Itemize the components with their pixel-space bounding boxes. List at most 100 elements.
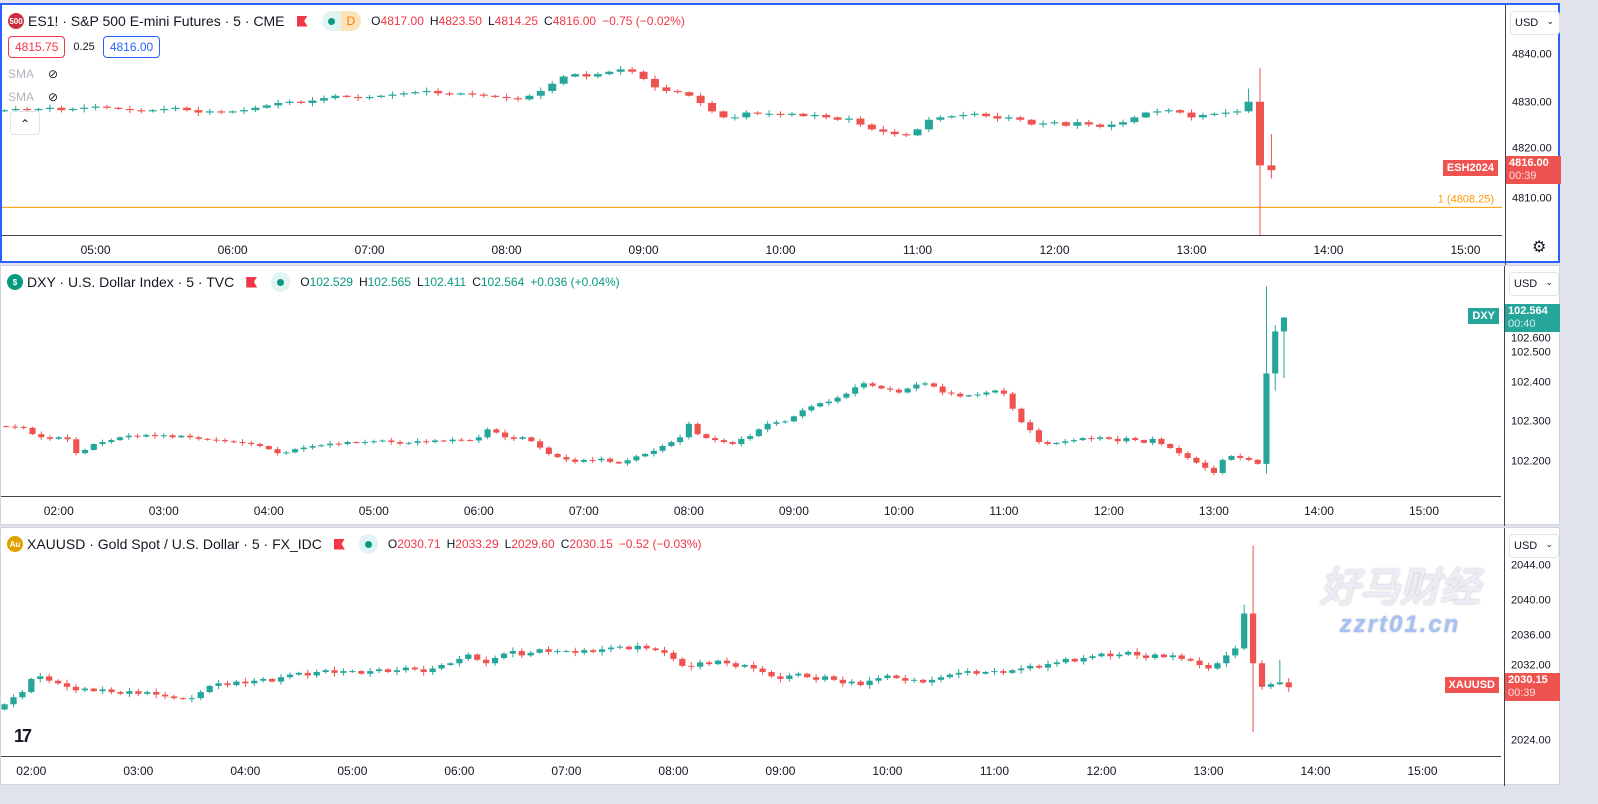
- candle-body: [1000, 390, 1007, 394]
- candle: [285, 99, 294, 106]
- candle-body: [1272, 331, 1279, 374]
- symbol-title[interactable]: DXY · U.S. Dollar Index · 5 · TVC: [27, 274, 235, 290]
- currency-select[interactable]: USD ⌄: [1510, 11, 1560, 35]
- dxy-price-axis[interactable]: USD ⌄ 102.600 102.500 102.400 102.300 102.200 1…: [1504, 266, 1561, 526]
- candle-body: [411, 92, 420, 94]
- candle: [326, 440, 334, 449]
- dxy-candles-plot[interactable]: [1, 266, 1501, 494]
- time-tick-label: 14:00: [1300, 764, 1331, 778]
- dxy-time-axis[interactable]: 02:00 03:00 04:00 05:00 06:00 07:00 08:00 09:00…: [1, 496, 1501, 524]
- tradingview-logo: 17: [14, 726, 32, 746]
- time-tick-label: 10:00: [883, 504, 914, 518]
- candle-body: [125, 108, 134, 111]
- candle: [467, 439, 474, 442]
- candle: [1000, 387, 1007, 397]
- candle: [1255, 68, 1264, 168]
- price-tick-label: 2040.00: [1511, 594, 1551, 607]
- candle: [911, 677, 918, 683]
- ohlc-h: 4823.50: [438, 14, 482, 28]
- candle-body: [1098, 653, 1105, 657]
- candle: [1039, 120, 1048, 128]
- candle-body: [845, 118, 854, 120]
- candle: [559, 74, 568, 86]
- eye-hidden-icon[interactable]: ⊘: [48, 90, 59, 104]
- currency-select[interactable]: USD ⌄: [1509, 272, 1559, 296]
- candle-body: [10, 697, 17, 705]
- indicator-sma[interactable]: SMA ⊘: [8, 90, 58, 104]
- candle: [34, 107, 43, 112]
- candle: [1062, 438, 1069, 446]
- candle: [1035, 428, 1042, 445]
- candle: [468, 90, 477, 98]
- candle: [993, 112, 1002, 123]
- candle-body: [913, 384, 920, 389]
- xauusd-price-axis[interactable]: USD ⌄ 2044.00 2040.00 2036.00 2032.00 2024.00 2…: [1504, 528, 1561, 786]
- candle: [1044, 440, 1051, 446]
- candle-body: [1018, 408, 1025, 423]
- candle: [228, 110, 237, 114]
- candle: [1142, 652, 1150, 661]
- candle: [528, 436, 535, 442]
- market-status[interactable]: [271, 272, 291, 292]
- market-status[interactable]: [358, 534, 378, 554]
- candle: [1140, 439, 1148, 444]
- candle: [764, 420, 771, 433]
- candle-body: [607, 647, 615, 650]
- eye-hidden-icon[interactable]: ⊘: [48, 67, 59, 81]
- candle-body: [397, 442, 404, 444]
- candle-body: [616, 646, 624, 648]
- flag-icon[interactable]: [296, 15, 308, 27]
- candle-body: [54, 680, 62, 684]
- candle: [696, 92, 705, 106]
- es-candles-plot[interactable]: 1 (4808.25): [2, 5, 1502, 235]
- candle-body: [777, 676, 784, 679]
- flag-icon[interactable]: [246, 276, 258, 288]
- candle-body: [729, 442, 736, 445]
- candle: [1004, 114, 1013, 122]
- candle: [742, 110, 751, 120]
- candle: [46, 673, 53, 684]
- candle-body: [34, 108, 43, 111]
- candle-body: [765, 113, 774, 115]
- symbol-title[interactable]: ES1! · S&P 500 E-mini Futures · 5 · CME: [28, 13, 285, 29]
- candle-body: [38, 434, 45, 438]
- candle-body: [1178, 655, 1185, 659]
- es-chart-panel[interactable]: 1 (4808.25) 05:00 06:00 07:00 08:00 09:00 10:0…: [0, 3, 1562, 265]
- candle: [90, 687, 97, 693]
- candle-body: [755, 429, 762, 437]
- candle: [1202, 459, 1209, 471]
- dxy-chart-panel[interactable]: 02:00 03:00 04:00 05:00 06:00 07:00 08:00 09:00…: [0, 265, 1561, 526]
- es-price-axis[interactable]: USD ⌄ 4840.00 4830.00 4820.00 4810.00 4816.00 0…: [1505, 5, 1562, 265]
- currency-select[interactable]: USD ⌄: [1509, 534, 1559, 558]
- candle: [1088, 435, 1095, 442]
- candle: [108, 438, 115, 444]
- flag-icon[interactable]: [333, 538, 345, 550]
- session-badge[interactable]: D: [340, 11, 362, 31]
- collapse-legend-button[interactable]: ⌃: [10, 111, 40, 135]
- market-open-dot-icon: [327, 17, 335, 25]
- candle: [45, 104, 54, 113]
- candle: [1070, 438, 1077, 443]
- xauusd-candles-plot[interactable]: [1, 528, 1501, 754]
- candle: [947, 115, 956, 119]
- market-status[interactable]: D: [321, 11, 362, 31]
- candle-body: [991, 671, 998, 673]
- candle-body: [860, 383, 867, 388]
- candle: [1214, 661, 1221, 671]
- es-time-axis[interactable]: 05:00 06:00 07:00 08:00 09:00 10:00 11:00 12:00…: [2, 235, 1502, 263]
- sell-button[interactable]: 4815.75: [8, 36, 66, 58]
- candle: [233, 680, 240, 687]
- candle-body: [23, 108, 32, 111]
- indicator-sma[interactable]: SMA ⊘: [8, 67, 58, 81]
- buy-button[interactable]: 4816.00: [102, 36, 161, 58]
- candle: [422, 87, 431, 96]
- candle-body: [581, 650, 588, 653]
- symbol-title[interactable]: XAUUSD · Gold Spot / U.S. Dollar · 5 · F…: [27, 536, 322, 552]
- candle-body: [344, 442, 351, 445]
- candle: [1027, 419, 1034, 434]
- xauusd-chart-panel[interactable]: 02:00 03:00 04:00 05:00 06:00 07:00 08:00 09:00…: [0, 527, 1561, 786]
- settings-gear-icon[interactable]: ⚙: [1532, 239, 1547, 256]
- xauusd-time-axis[interactable]: 02:00 03:00 04:00 05:00 06:00 07:00 08:00 09:00…: [1, 756, 1501, 784]
- candle: [804, 672, 811, 679]
- price-tick-label: 4820.00: [1512, 142, 1552, 155]
